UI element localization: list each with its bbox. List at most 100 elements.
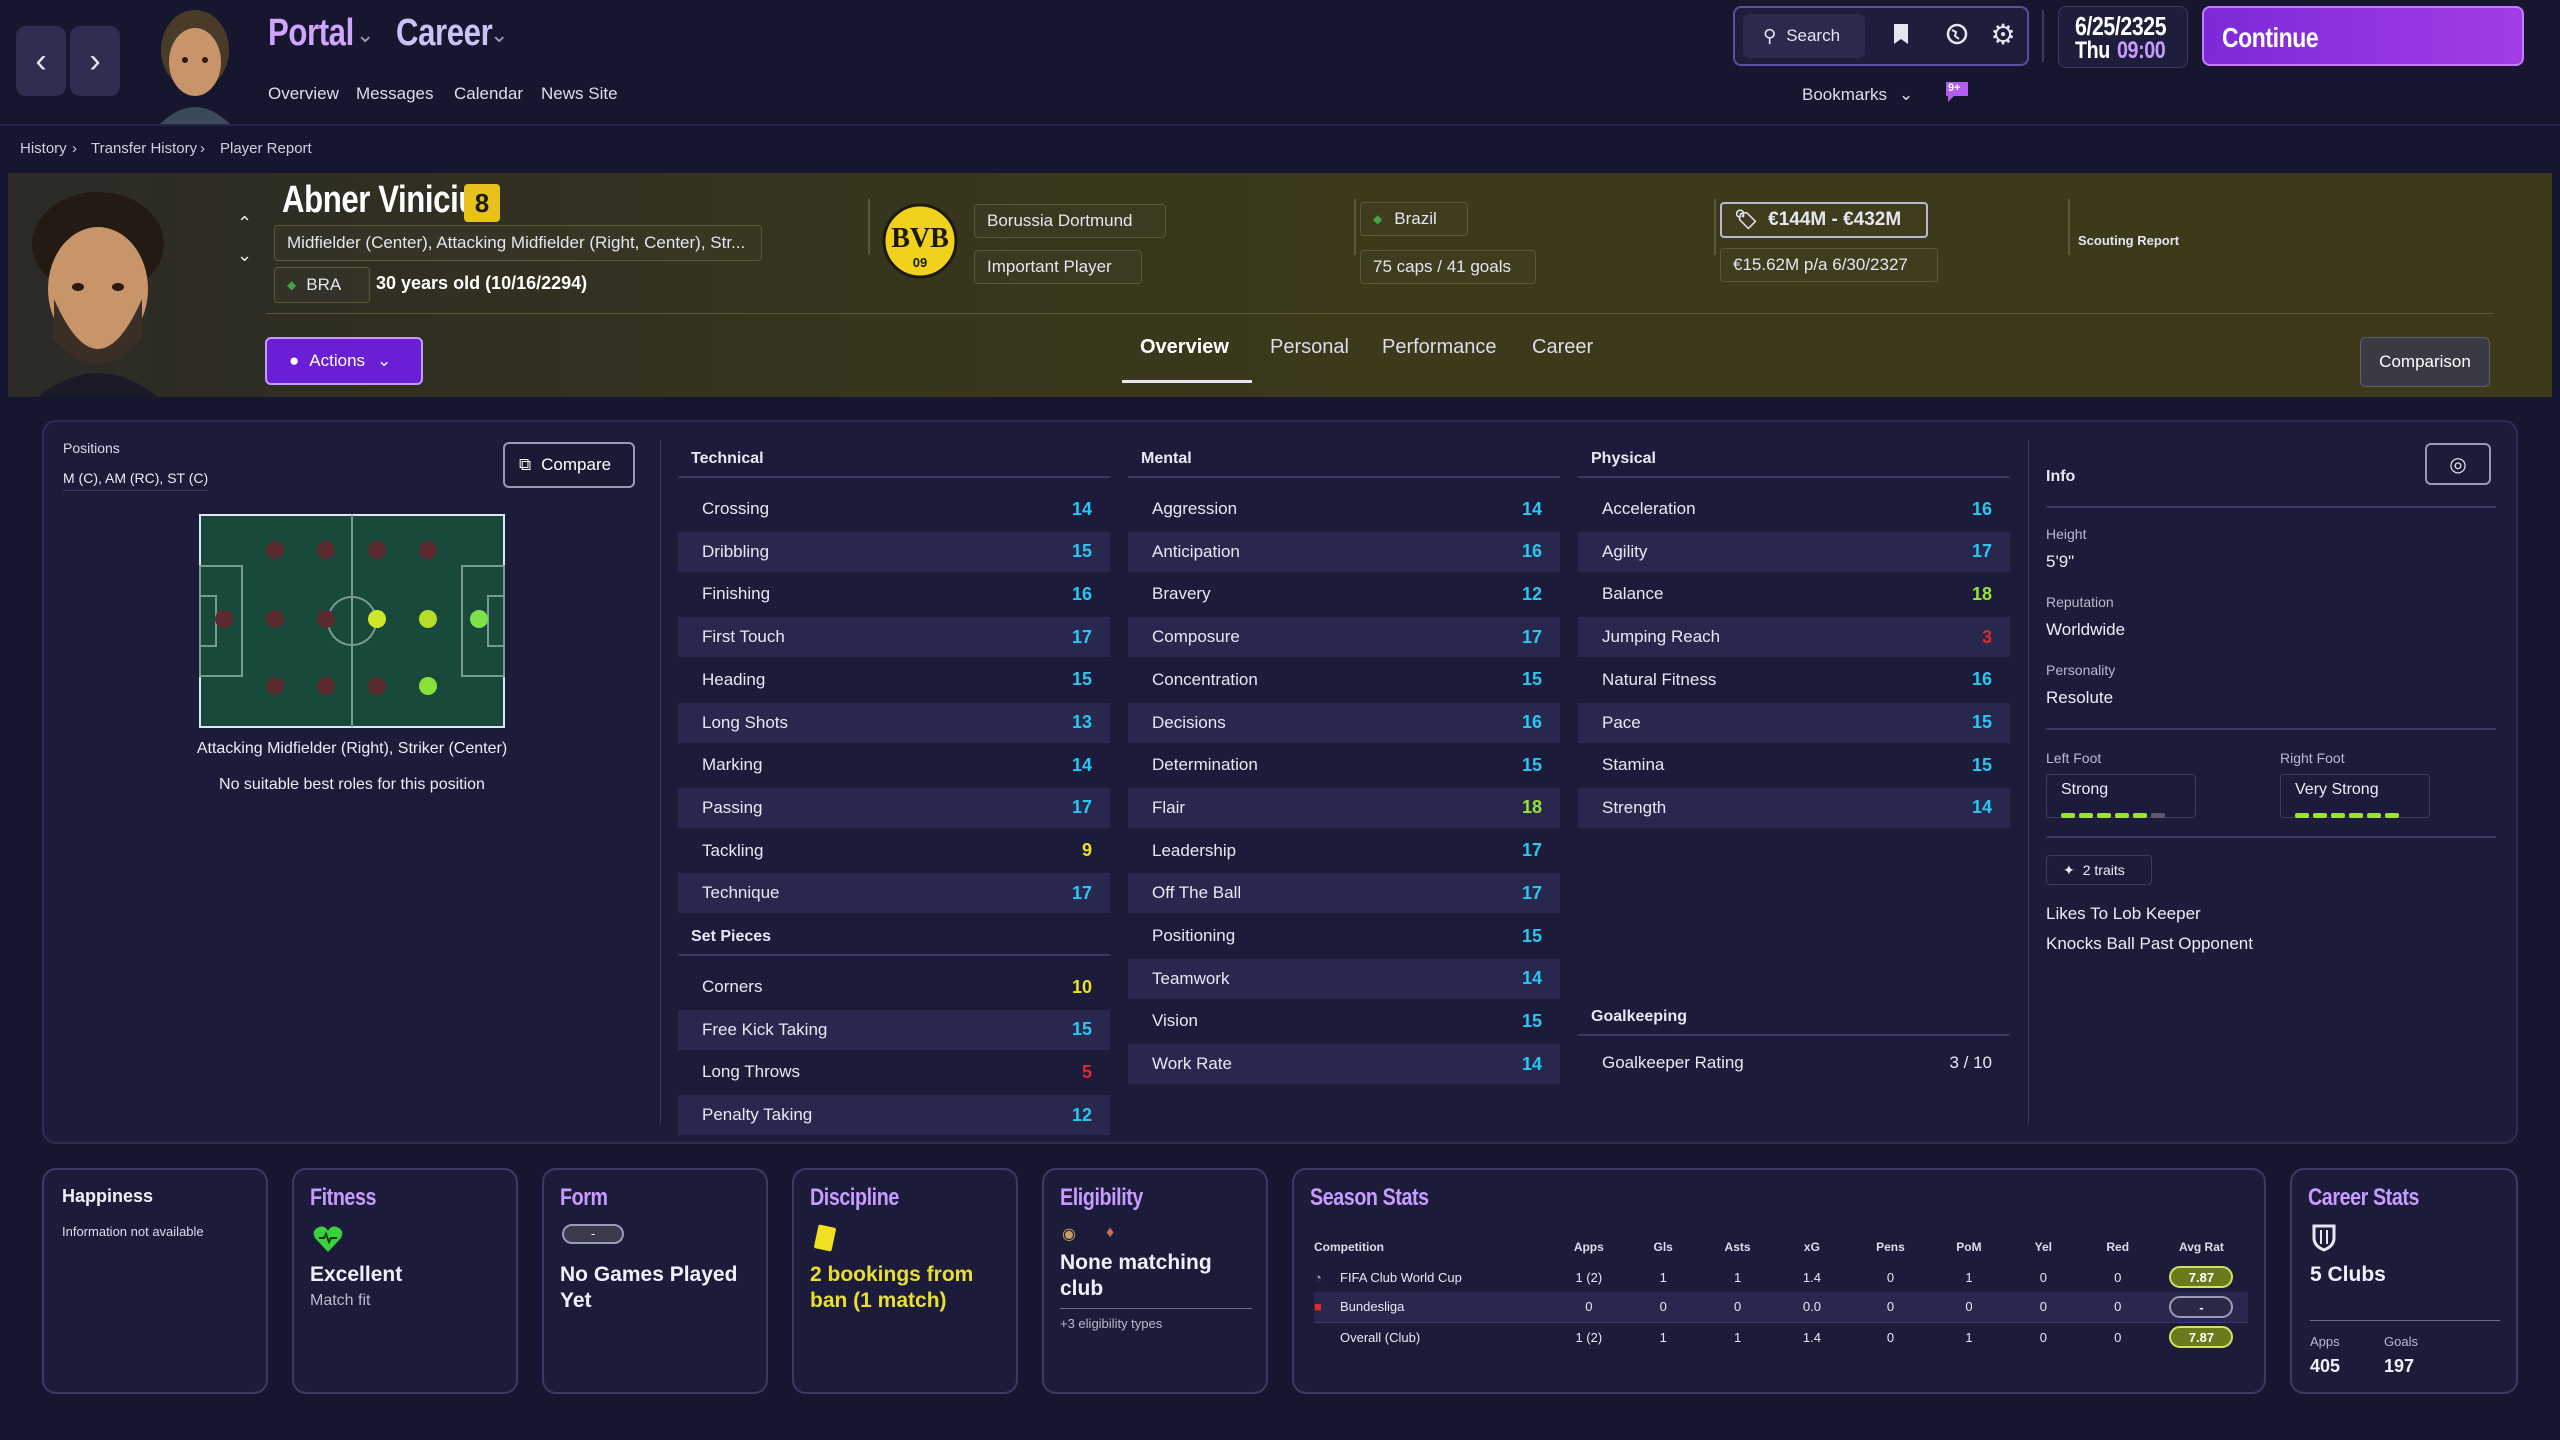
world-button[interactable]	[1945, 22, 1971, 50]
trophy-icon: ◔	[1314, 1269, 1322, 1285]
date-display[interactable]: 6/25/2325 Thu 09:00	[2058, 6, 2188, 68]
previous-player-button[interactable]: ⌃	[237, 213, 253, 233]
attribute-row[interactable]: Crossing 14	[678, 489, 1110, 529]
comparison-button[interactable]: Comparison	[2360, 337, 2490, 387]
breadcrumb-transfer-history[interactable]: Transfer History	[91, 140, 198, 157]
attribute-row[interactable]: Off The Ball 17	[1128, 873, 1560, 914]
attribute-row[interactable]: Anticipation 16	[1128, 531, 1560, 572]
chevron-down-icon: ⌄	[1899, 85, 1914, 104]
breadcrumb-history[interactable]: History	[20, 140, 67, 157]
attribute-row[interactable]: Composure 17	[1128, 617, 1560, 658]
table-row[interactable]: Overall (Club) 1 (2) 1 1 1.4 0 1 0 0 7.87	[1314, 1322, 2248, 1352]
table-row[interactable]: ◔ FIFA Club World Cup 1 (2) 1 1 1.4 0 1 0 0 7.87	[1314, 1262, 2248, 1292]
tab-career[interactable]: Career	[1532, 336, 1594, 358]
wage-contract: €15.62M p/a 6/30/2327	[1720, 248, 1938, 282]
attribute-row[interactable]: Corners 10	[678, 967, 1110, 1007]
attribute-value: 14	[1071, 498, 1092, 519]
attribute-row[interactable]: Vision 15	[1128, 1001, 1560, 1041]
attribute-row[interactable]: Tackling 9	[678, 831, 1110, 871]
attribute-row[interactable]: Technique 17	[678, 873, 1110, 914]
actions-button[interactable]: ● Actions ⌄	[265, 337, 423, 385]
traits-badge[interactable]: ✦ 2 traits	[2046, 855, 2152, 885]
attribute-row[interactable]: Strength 14	[1578, 787, 2010, 828]
actions-label: Actions	[309, 351, 366, 370]
tab-personal[interactable]: Personal	[1270, 336, 1349, 358]
discipline-card[interactable]: Discipline 2 bookings from ban (1 match)	[792, 1168, 1018, 1394]
attribute-row[interactable]: Bravery 12	[1128, 574, 1560, 614]
next-player-button[interactable]: ⌄	[237, 245, 253, 265]
attribute-name: Decisions	[1152, 712, 1226, 732]
club-link[interactable]: Borussia Dortmund	[974, 204, 1166, 238]
submenu-messages[interactable]: Messages	[356, 84, 434, 103]
attribute-row[interactable]: Penalty Taking 12	[678, 1095, 1110, 1136]
compare-button[interactable]: ⧉ Compare	[503, 442, 635, 488]
tab-performance[interactable]: Performance	[1382, 336, 1497, 358]
time-label: 09:00	[2117, 37, 2166, 64]
attribute-row[interactable]: Passing 17	[678, 787, 1110, 828]
fitness-sub: Match fit	[310, 1292, 371, 1309]
attribute-row[interactable]: Marking 14	[678, 745, 1110, 785]
xg-cell: 1.4	[1802, 1329, 1821, 1345]
attribute-row[interactable]: First Touch 17	[678, 617, 1110, 658]
eligibility-card[interactable]: Eligibility ◉ ♦ None matching club +3 el…	[1042, 1168, 1268, 1394]
back-button[interactable]: ‹	[16, 26, 66, 96]
divider	[2046, 728, 2496, 730]
attribute-row[interactable]: Leadership 17	[1128, 831, 1560, 871]
season-stats-card[interactable]: Season Stats Competition Apps Gls Asts x…	[1292, 1168, 2266, 1394]
attribute-row[interactable]: Long Shots 13	[678, 702, 1110, 743]
crest-icon: ♦	[1106, 1224, 1115, 1241]
search-button[interactable]: ⚲ Search	[1743, 14, 1865, 58]
best-roles-text: No suitable best roles for this position	[219, 776, 485, 793]
continue-button[interactable]: Continue	[2202, 6, 2524, 66]
fitness-card[interactable]: Fitness Excellent Match fit	[292, 1168, 518, 1394]
manager-avatar[interactable]	[140, 0, 250, 124]
happiness-card[interactable]: Happiness Information not available	[42, 1168, 268, 1394]
col-red: Red	[2106, 1240, 2130, 1254]
career-menu[interactable]: Career	[396, 12, 513, 55]
attribute-row[interactable]: Flair 18	[1128, 787, 1560, 828]
attribute-row[interactable]: Work Rate 14	[1128, 1044, 1560, 1085]
attribute-row[interactable]: Heading 15	[678, 660, 1110, 700]
attribute-row[interactable]: Pace 15	[1578, 702, 2010, 743]
attribute-row[interactable]: Long Throws 5	[678, 1052, 1110, 1092]
forward-button[interactable]: ›	[70, 26, 120, 96]
settings-button[interactable]: ⚙	[1987, 18, 2019, 50]
customize-button[interactable]: ◎	[2425, 443, 2491, 485]
tab-overview[interactable]: Overview	[1140, 336, 1229, 358]
submenu-calendar[interactable]: Calendar	[454, 84, 523, 103]
attribute-value: 16	[1971, 498, 1992, 519]
attribute-row[interactable]: Aggression 14	[1128, 489, 1560, 529]
attribute-row[interactable]: Jumping Reach 3	[1578, 617, 2010, 658]
submenu-news-site[interactable]: News Site	[541, 84, 618, 103]
attribute-row[interactable]: Positioning 15	[1128, 916, 1560, 956]
attribute-row[interactable]: Finishing 16	[678, 574, 1110, 614]
portal-menu[interactable]: Portal	[268, 12, 373, 55]
player-photo	[18, 189, 178, 397]
attribute-row[interactable]: Concentration 15	[1128, 660, 1560, 700]
attribute-row[interactable]: Decisions 16	[1128, 702, 1560, 743]
notifications-button[interactable]: 9+	[1944, 80, 1970, 104]
attribute-row[interactable]: Balance 18	[1578, 574, 2010, 614]
attribute-row[interactable]: Teamwork 14	[1128, 958, 1560, 999]
bookmarks-menu[interactable]: Bookmarks ⌄	[1802, 85, 1913, 105]
table-row[interactable]: ■ Bundesliga 0 0 0 0.0 0 0 0 0 -	[1314, 1292, 2248, 1322]
pom-cell: 0	[1965, 1299, 1973, 1315]
form-card[interactable]: Form - No Games Played Yet	[542, 1168, 768, 1394]
attribute-row[interactable]: Free Kick Taking 15	[678, 1009, 1110, 1050]
chevron-down-icon[interactable]: ⌄	[356, 22, 375, 47]
country-link[interactable]: ◆ Brazil	[1360, 202, 1468, 236]
season-stats-title: Season Stats	[1310, 1184, 1429, 1211]
attribute-row[interactable]: Dribbling 15	[678, 531, 1110, 572]
attribute-row[interactable]: Acceleration 16	[1578, 489, 2010, 529]
attribute-row[interactable]: Stamina 15	[1578, 745, 2010, 785]
bookmark-button[interactable]	[1891, 22, 1915, 50]
attribute-row[interactable]: Determination 15	[1128, 745, 1560, 785]
col-pens: Pens	[1876, 1240, 1905, 1254]
submenu-overview[interactable]: Overview	[268, 84, 339, 103]
attribute-row[interactable]: Agility 17	[1578, 531, 2010, 572]
chevron-down-icon[interactable]: ⌄	[490, 22, 509, 47]
career-stats-card[interactable]: Career Stats 5 Clubs Apps 405 Goals 197	[2290, 1168, 2518, 1394]
scouting-report-link[interactable]: Scouting Report	[2078, 233, 2180, 248]
attribute-row[interactable]: Natural Fitness 16	[1578, 660, 2010, 700]
pens-cell: 0	[1886, 1329, 1895, 1345]
